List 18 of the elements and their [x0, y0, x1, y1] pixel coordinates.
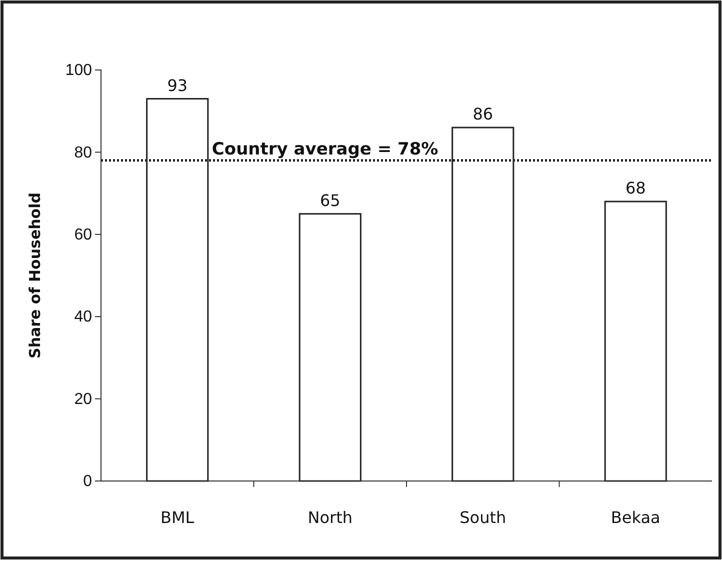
y-tick-label: 40 [74, 308, 92, 326]
data-label: 68 [625, 178, 646, 198]
data-label: 93 [167, 76, 188, 95]
y-tick-label: 0 [83, 473, 92, 490]
x-tick-label: Bekaa [610, 508, 660, 527]
y-axis-title: Share of Household [26, 192, 44, 358]
x-tick-label: North [308, 508, 352, 527]
y-tick-label: 20 [74, 390, 92, 408]
x-tick-label: South [460, 508, 506, 527]
x-tick-label: BML [160, 508, 194, 527]
bar [298, 213, 362, 482]
ref-line-label: Country average = 78% [212, 139, 438, 160]
y-tick-label: 80 [74, 144, 92, 162]
data-label: 86 [472, 104, 494, 124]
data-label: 65 [320, 190, 340, 210]
y-tick-label: 100 [65, 62, 92, 80]
bar [604, 200, 667, 482]
y-tick-label: 60 [74, 226, 92, 244]
